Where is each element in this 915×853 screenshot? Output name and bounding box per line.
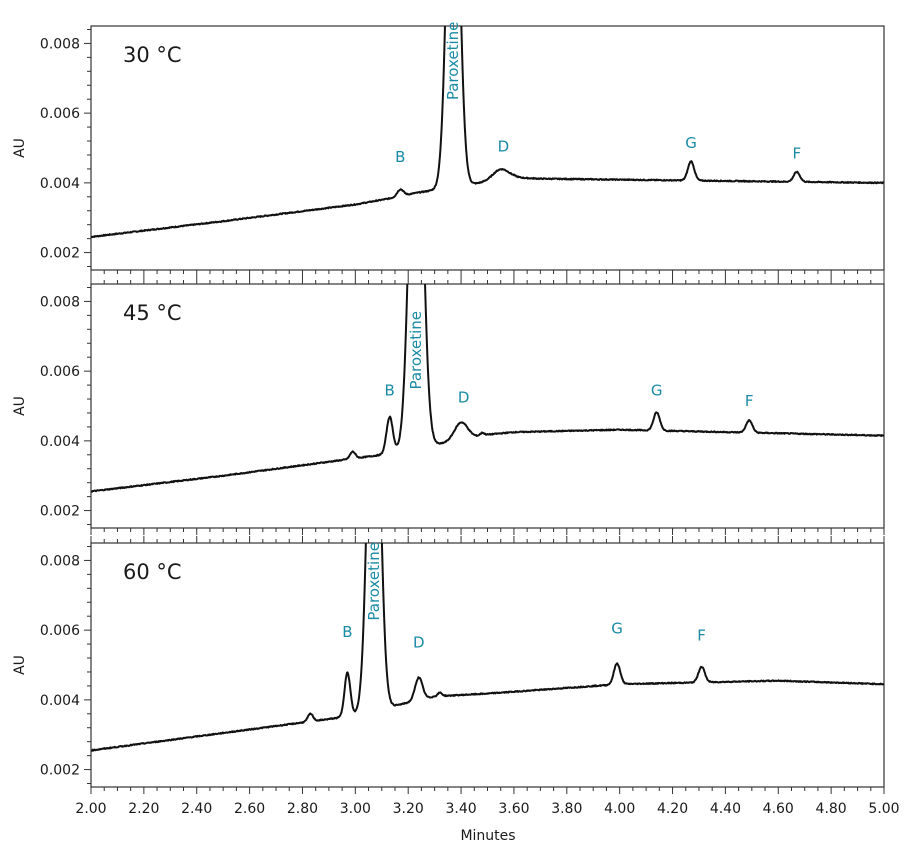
- y-tick-label: 0.002: [40, 763, 80, 779]
- panel-frame: [90, 542, 885, 788]
- peak-label-f: F: [745, 392, 754, 410]
- panel-frame: [90, 283, 885, 529]
- x-tick-label: 2.40: [181, 801, 212, 817]
- temperature-label: 60 °C: [123, 560, 182, 584]
- y-axis-title: AU: [12, 138, 28, 158]
- peak-label-paroxetine: Paroxetine: [365, 542, 383, 621]
- y-axis-title: AU: [12, 396, 28, 416]
- temperature-label: 30 °C: [123, 43, 182, 67]
- panel-2: 0.002 0.004 0.006 0.008 AU 45 °C B Paroxetine D G…: [12, 277, 885, 535]
- peak-label-g: G: [611, 620, 623, 638]
- x-tick-label: 4.00: [604, 801, 635, 817]
- peak-label-d: D: [413, 634, 425, 652]
- panel-3: 0.002 0.004 0.006 0.008 AU 2.00 2.20 2.40 2.60 2.…: [12, 536, 900, 817]
- x-tick-label: 5.00: [868, 801, 899, 817]
- x-tick-label: 2.60: [234, 801, 265, 817]
- temperature-label: 45 °C: [123, 301, 182, 325]
- y-tick-label: 0.008: [40, 294, 80, 310]
- y-tick-label: 0.004: [40, 434, 80, 450]
- x-tick-label: 4.20: [657, 801, 688, 817]
- peak-label-paroxetine: Paroxetine: [444, 22, 462, 101]
- x-tick-label: 4.60: [763, 801, 794, 817]
- peak-label-f: F: [697, 627, 706, 645]
- y-tick-label: 0.004: [40, 176, 80, 192]
- peak-label-b: B: [385, 382, 395, 400]
- x-axis-title: Minutes: [460, 828, 515, 844]
- x-tick-label: 3.80: [551, 801, 582, 817]
- peak-label-paroxetine: Paroxetine: [407, 311, 425, 390]
- x-tick-label: 2.20: [128, 801, 159, 817]
- peak-label-b: B: [342, 623, 352, 641]
- y-tick-label: 0.008: [40, 36, 80, 52]
- peak-label-d: D: [498, 137, 510, 155]
- peak-label-f: F: [792, 144, 801, 162]
- peak-label-g: G: [685, 134, 697, 152]
- panels-layer: 0.002 0.004 0.006 0.008 AU 30 °C B Paroxetine D G…: [12, 22, 900, 817]
- peak-label-g: G: [651, 382, 663, 400]
- x-tick-label: 2.80: [287, 801, 318, 817]
- x-tick-label: 2.00: [75, 801, 106, 817]
- panel-frame: [90, 25, 885, 271]
- chromatogram-trace: [91, 284, 884, 493]
- panel-1: 0.002 0.004 0.006 0.008 AU 30 °C B Paroxetine D G…: [12, 22, 885, 277]
- y-tick-label: 0.006: [40, 364, 80, 380]
- y-tick-label: 0.004: [40, 693, 80, 709]
- peak-label-b: B: [395, 148, 405, 166]
- x-tick-label: 3.20: [393, 801, 424, 817]
- y-axis-title: AU: [12, 655, 28, 675]
- y-tick-label: 0.002: [40, 504, 80, 520]
- peak-label-d: D: [458, 389, 470, 407]
- chromatogram-trace: [91, 543, 884, 752]
- y-tick-label: 0.006: [40, 623, 80, 639]
- x-tick-label: 4.40: [710, 801, 741, 817]
- y-tick-label: 0.002: [40, 246, 80, 262]
- y-tick-label: 0.006: [40, 106, 80, 122]
- x-tick-label: 3.60: [498, 801, 529, 817]
- chromatogram-trace: [91, 26, 884, 239]
- x-tick-label: 4.80: [816, 801, 847, 817]
- x-tick-label: 3.40: [445, 801, 476, 817]
- x-tick-label: 3.00: [340, 801, 371, 817]
- y-tick-label: 0.008: [40, 553, 80, 569]
